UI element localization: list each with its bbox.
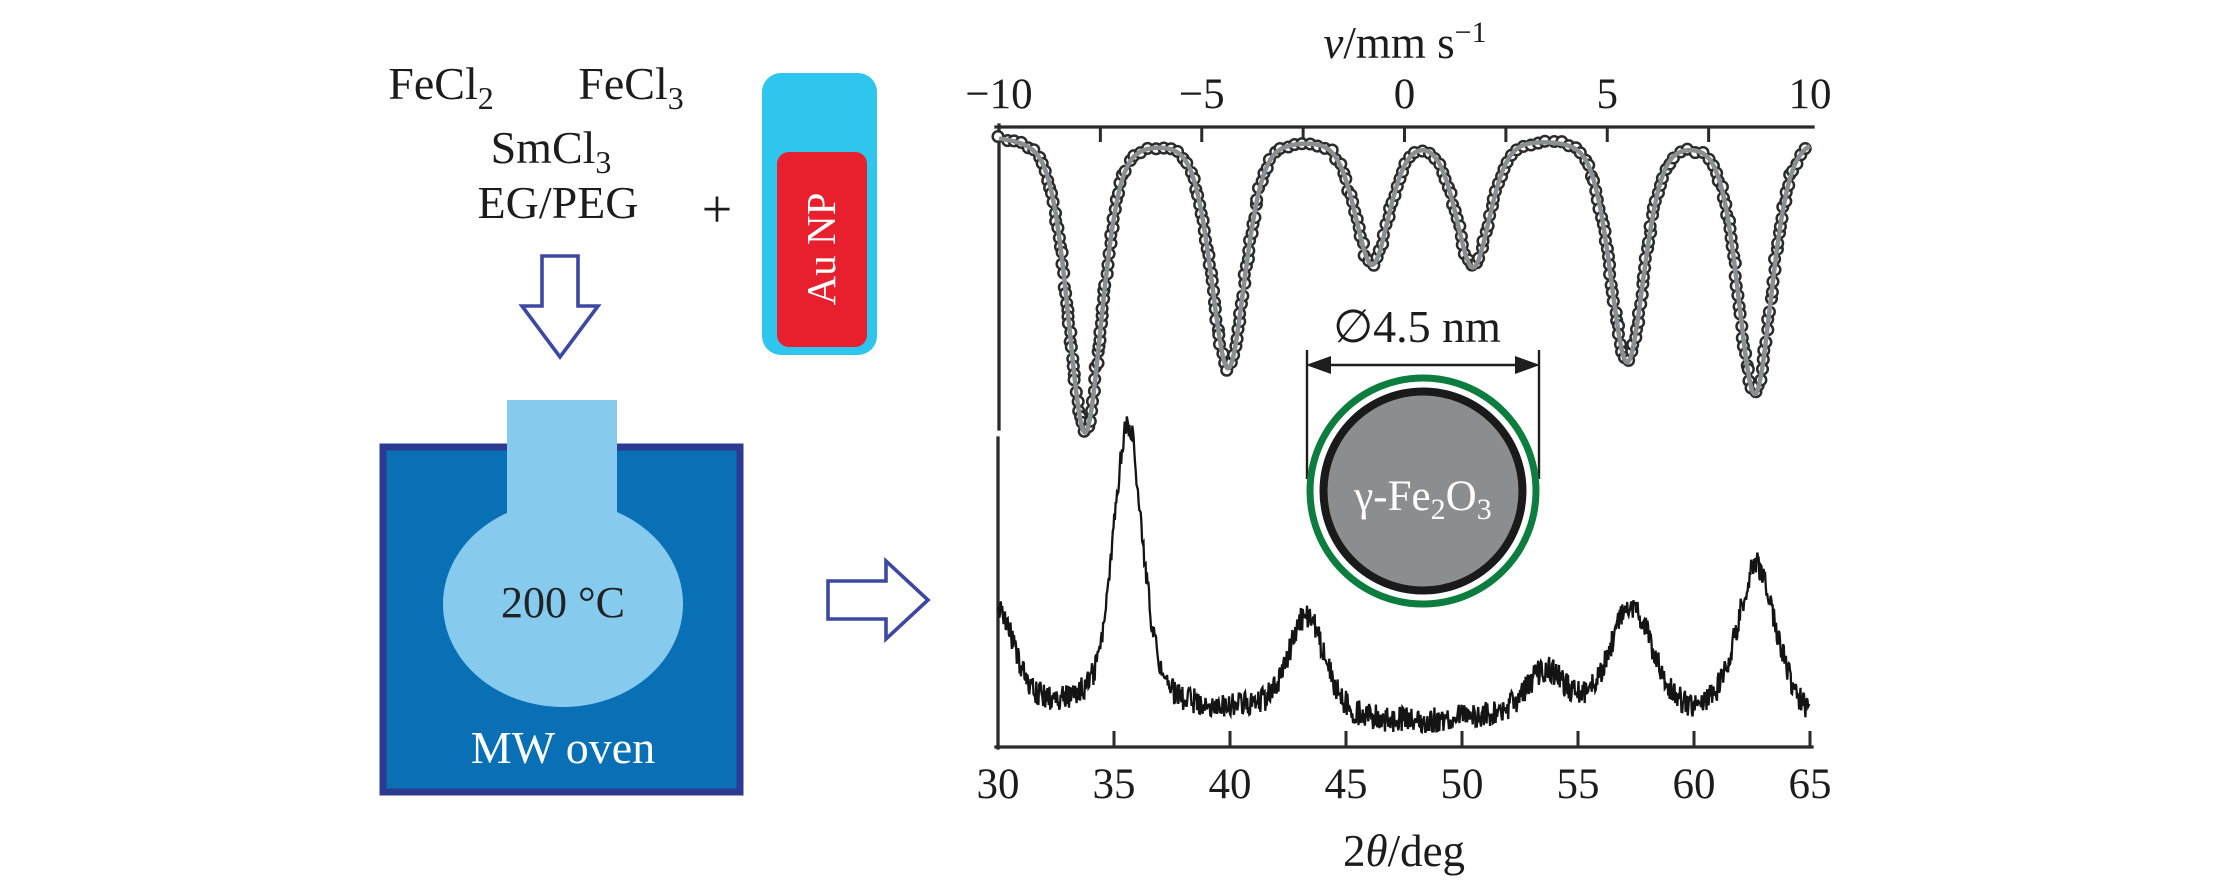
xrd-x-tick-label: 30 (977, 761, 1020, 808)
down-arrow-icon (518, 254, 602, 361)
moessbauer-plot: ν/mm s−1 −10 −5 0 5 10 (965, 16, 1832, 438)
xrd-x-tick-label: 50 (1441, 761, 1484, 808)
xrd-x-tick-label: 45 (1325, 761, 1368, 808)
mw-oven: 200 °C MW oven (379, 400, 744, 796)
xrd-x-tick-label: 40 (1209, 761, 1252, 808)
particle-formula: γ-Fe2O3 (1353, 473, 1491, 526)
particle-core (1319, 387, 1527, 595)
xrd-x-tick-label: 35 (1093, 761, 1136, 808)
plus-sign: + (702, 179, 732, 239)
xrd-x-axis-title: 2θ/deg (1343, 826, 1465, 876)
xrd-ticks (1112, 731, 1812, 746)
mb-x-tick-label: 10 (1789, 71, 1832, 118)
moessbauer-ticks (1098, 128, 1711, 142)
right-arrow-icon (826, 556, 931, 644)
mb-x-tick-label: −5 (1179, 71, 1225, 118)
xrd-trace (996, 416, 1811, 735)
particle-coating-ring (1306, 374, 1540, 608)
vial-label: Au NP (798, 193, 844, 306)
particle-diameter-label: ∅4.5 nm (1333, 301, 1501, 352)
xrd-plot: 30 35 40 45 50 55 60 65 2θ/deg (977, 416, 1832, 876)
xrd-tick-labels: 30 35 40 45 50 55 60 65 (977, 761, 1832, 808)
au-np-vial: Au NP (762, 73, 877, 355)
xrd-x-tick-label: 60 (1673, 761, 1716, 808)
reagent-fecl2: FeCl2 (388, 58, 493, 116)
moessbauer-x-axis-title: ν/mm s−1 (1323, 16, 1486, 68)
reagent-fecl3: FeCl3 (578, 58, 683, 116)
nanoparticle-inset: ∅4.5 nm γ-Fe2O3 (1305, 301, 1541, 608)
reagent-egpeg: EG/PEG (478, 177, 639, 228)
mb-x-tick-label: 0 (1394, 71, 1416, 118)
mb-x-tick-label: 5 (1597, 71, 1619, 118)
flask-temperature: 200 °C (501, 578, 625, 627)
reagent-smcl3: SmCl3 (491, 122, 612, 180)
moessbauer-tick-labels: −10 −5 0 5 10 (965, 71, 1831, 118)
moessbauer-fit-line (998, 136, 1812, 436)
oven-label: MW oven (471, 722, 655, 773)
flask-bulb (443, 501, 683, 707)
mb-x-tick-label: −10 (965, 71, 1032, 118)
xrd-x-tick-label: 65 (1789, 761, 1832, 808)
xrd-x-tick-label: 55 (1557, 761, 1600, 808)
reagents-block: FeCl2 FeCl3 SmCl3 EG/PEG + (388, 58, 732, 239)
vial-contents (777, 152, 867, 347)
dimension-arrowhead-right (1515, 356, 1540, 374)
dimension-arrowhead-left (1306, 356, 1331, 374)
